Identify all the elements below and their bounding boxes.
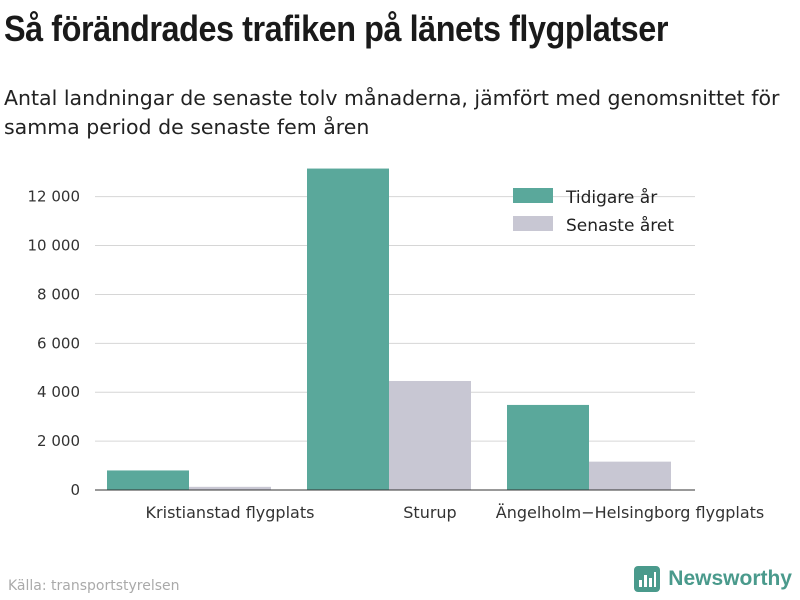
legend-swatch-latest [513, 216, 553, 231]
legend: Tidigare år Senaste året [513, 187, 674, 236]
category-label: Sturup [403, 503, 456, 522]
chart-title: Så förändrades trafiken på länets flygpl… [4, 8, 668, 49]
legend-label-previous: Tidigare år [565, 187, 657, 208]
source-note: Källa: transportstyrelsen [8, 578, 180, 594]
y-tick-label: 10 000 [28, 237, 81, 255]
y-axis-ticks: 0 2 000 4 000 6 000 8 000 10 000 12 000 [28, 188, 81, 499]
bar-latest-year [189, 486, 271, 490]
chart-subtitle: Antal landningar de senaste tolv månader… [4, 86, 780, 139]
bar-latest-year [389, 380, 471, 490]
bar-previous-year [507, 404, 589, 490]
y-tick-label: 2 000 [37, 432, 80, 450]
y-tick-label: 6 000 [37, 334, 80, 352]
bars [107, 168, 671, 491]
bar-previous-year [107, 470, 189, 490]
y-tick-label: 12 000 [28, 188, 81, 206]
y-tick-label: 0 [70, 481, 80, 499]
bar-latest-year [589, 461, 671, 490]
category-labels: Kristianstad flygplats Sturup Ängelholm−He… [146, 503, 765, 522]
category-label: Kristianstad flygplats [146, 503, 315, 522]
y-tick-label: 4 000 [37, 383, 80, 401]
y-tick-label: 8 000 [37, 285, 80, 303]
legend-swatch-previous [513, 188, 553, 203]
bar-chart: 0 2 000 4 000 6 000 8 000 10 000 12 000 Kristi… [28, 168, 765, 522]
legend-label-latest: Senaste året [566, 215, 674, 236]
grid-lines [95, 196, 695, 442]
category-label: Ängelholm−Helsingborg flygplats [496, 503, 765, 522]
brand-logo[interactable]: Newsworthy [634, 566, 792, 592]
bar-chart-logo-icon [634, 566, 661, 592]
brand-name: Newsworthy [668, 567, 792, 590]
bar-previous-year [307, 168, 389, 491]
